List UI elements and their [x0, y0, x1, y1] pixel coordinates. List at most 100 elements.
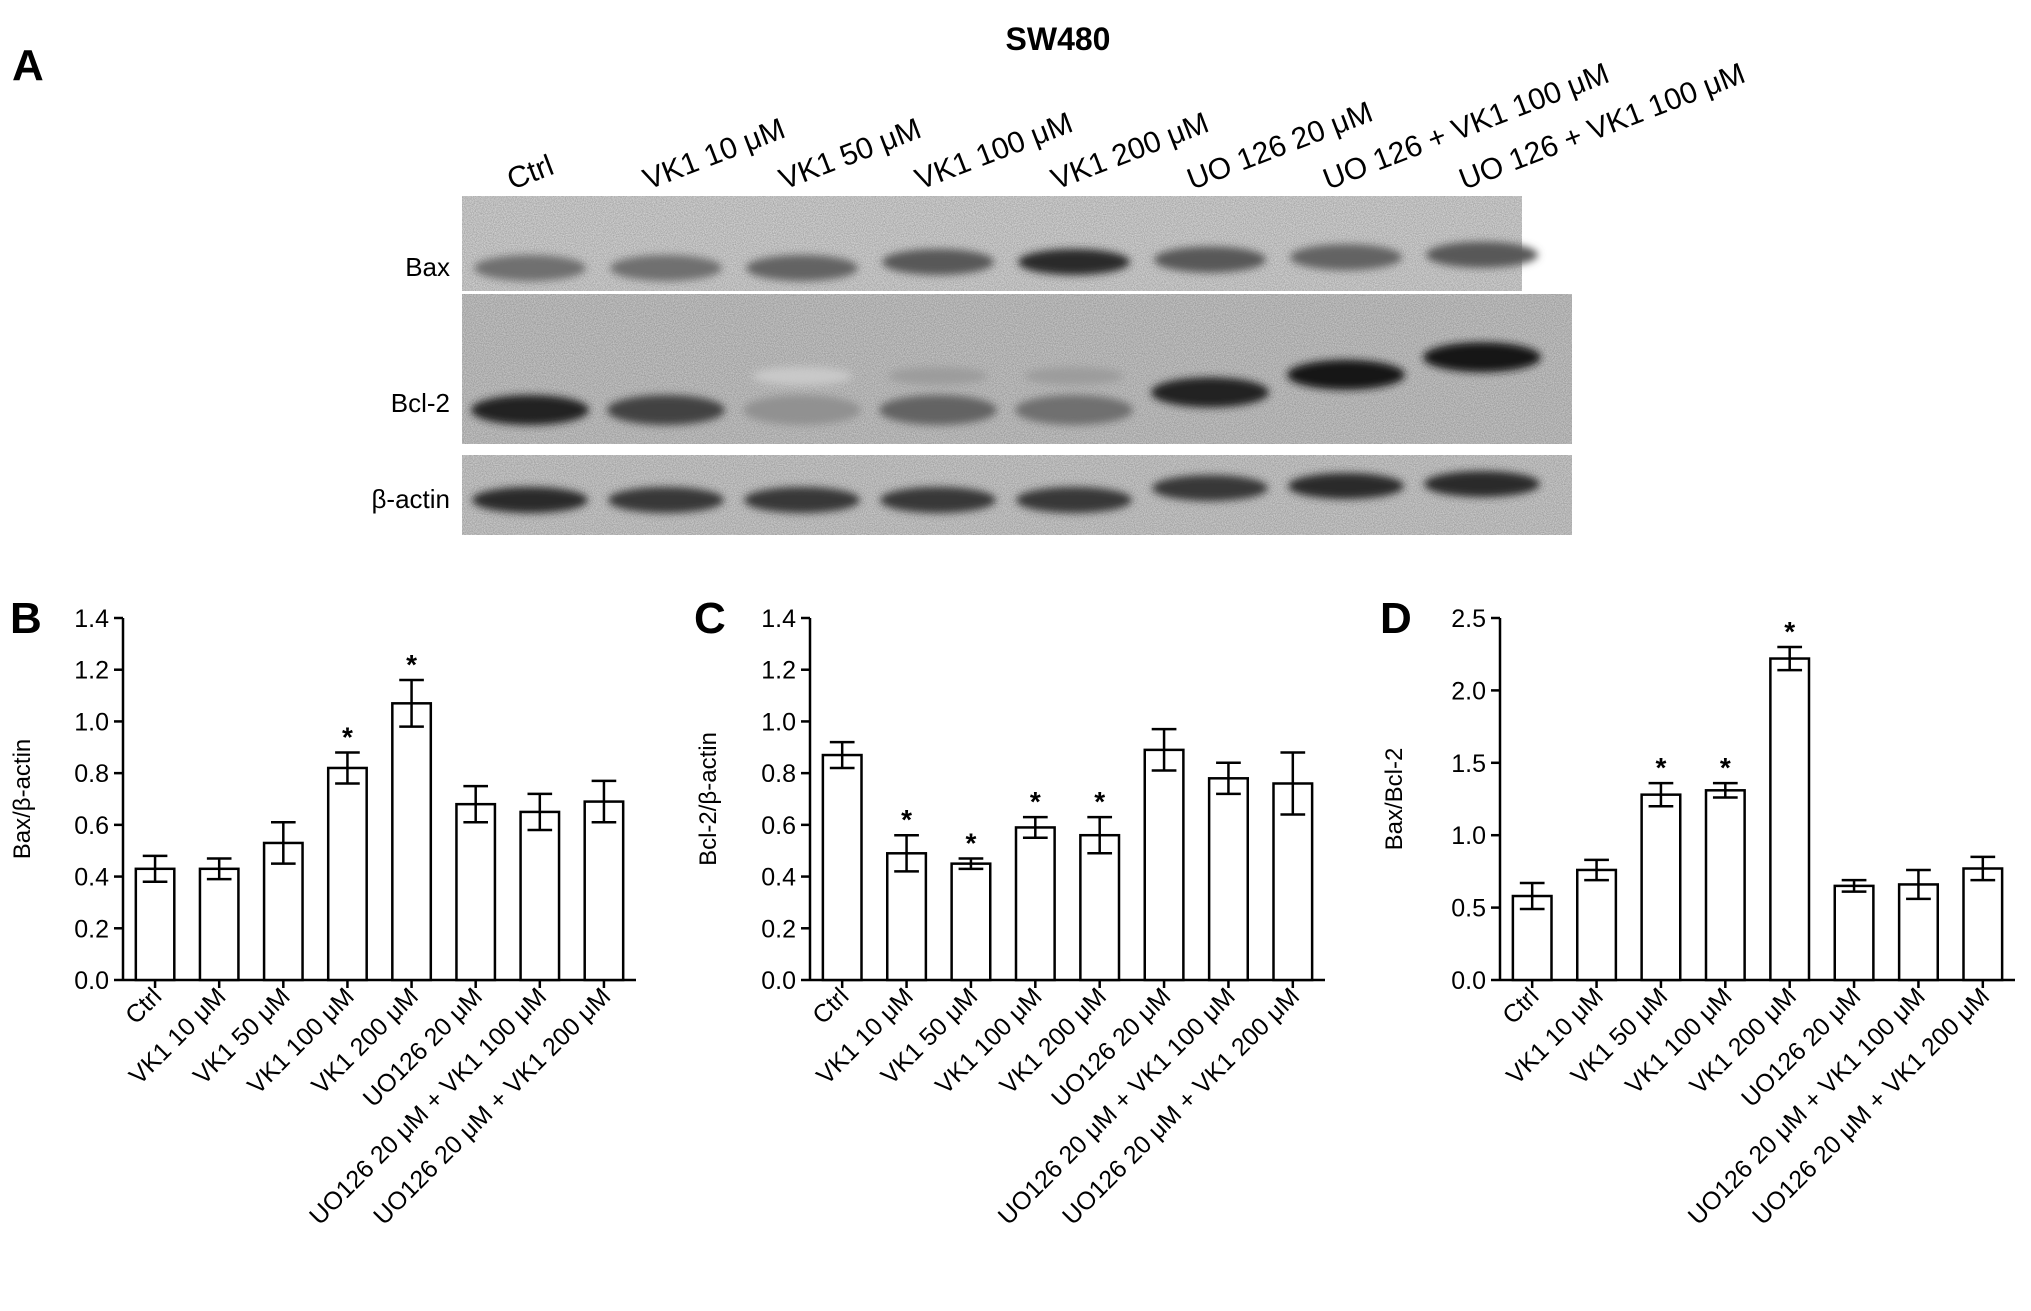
blot-title: SW480	[1006, 21, 1111, 57]
bar	[950, 862, 992, 982]
bcl2-band	[1423, 342, 1541, 373]
bax-band	[1426, 241, 1538, 268]
bax-band	[882, 249, 994, 275]
y-axis-label: Bcl-2/β-actin	[695, 732, 722, 866]
y-tick-label: 2.5	[1451, 605, 1486, 633]
significance-star: *	[406, 649, 417, 680]
bands	[471, 241, 1541, 513]
y-tick-label: 0.4	[761, 864, 796, 892]
y-tick-label: 0.4	[74, 864, 109, 892]
bar	[1833, 884, 1875, 982]
actin-band	[1424, 471, 1540, 497]
lane-label: Ctrl	[503, 149, 558, 197]
significance-star: *	[1030, 786, 1041, 817]
y-tick-label: 0.8	[74, 760, 109, 788]
chart-c: Bcl-2/β-actin 0.0 0.2 0.4 0.6 0.8 1.0 1.2 1.4 Ctr…	[695, 605, 1325, 1230]
panel-c: C Bcl-2/β-actin 0.0 0.2 0.4 0.6 0.8 1.0 1.2 1.4 C…	[694, 594, 1325, 1230]
bax-band	[1154, 246, 1266, 273]
x-tick-label: Ctrl	[1497, 982, 1544, 1029]
panel-d-letter: D	[1380, 594, 1412, 643]
row-label-bax: Bax	[405, 252, 450, 282]
y-axis-label: Bax/β-actin	[9, 739, 36, 860]
y-tick-label: 0.0	[761, 967, 796, 995]
western-blot	[462, 196, 1572, 535]
significance-star: *	[901, 804, 912, 835]
bar	[262, 841, 304, 982]
y-tick-label: 2.0	[1451, 677, 1486, 705]
bar	[1640, 793, 1682, 982]
significance-star: *	[1720, 752, 1731, 783]
y-tick-label: 1.0	[1451, 822, 1486, 850]
y-tick-label: 1.0	[74, 708, 109, 736]
row-label-actin: β-actin	[371, 484, 450, 514]
y-tick-label: 1.4	[761, 605, 796, 633]
chart-b: Bax/β-actin0.00.20.40.60.81.01.21.4CtrlV…	[9, 605, 636, 1230]
bar	[1897, 883, 1939, 982]
bax-band	[1018, 249, 1130, 275]
actin-band	[880, 487, 996, 513]
y-tick-label: 0.5	[1451, 895, 1486, 923]
bcl2-band	[471, 395, 589, 425]
y-tick-label: 1.4	[74, 605, 109, 633]
bar	[1014, 826, 1056, 982]
bar	[1207, 777, 1249, 982]
significance-star: *	[1655, 752, 1666, 783]
bar	[821, 753, 863, 982]
row-label-bcl2: Bcl-2	[391, 388, 450, 418]
bcl2-band	[1015, 395, 1133, 425]
lane-label: VK1 10 μM	[639, 112, 790, 196]
panel-a-letter: A	[12, 41, 44, 90]
significance-star: *	[1784, 616, 1795, 647]
significance-star: *	[1094, 786, 1105, 817]
bcl2-band	[1151, 377, 1269, 408]
x-tick-label: Ctrl	[807, 982, 854, 1029]
y-tick-label: 1.0	[761, 708, 796, 736]
bar	[1962, 867, 2004, 982]
significance-star: *	[965, 827, 976, 858]
bax-band	[746, 255, 858, 281]
lane-label: VK1 200 μM	[1047, 106, 1214, 196]
bcl2-upper-band	[888, 367, 988, 385]
panel-b: B Bax/β-actin 0.0 0.2 0.4 0.6 0.8 1.0 1.2 1.4 Ctr…	[9, 594, 636, 1230]
bar	[1704, 789, 1746, 982]
bar	[1272, 782, 1314, 982]
lane-label: VK1 100 μM	[911, 106, 1078, 196]
actin-band	[1016, 487, 1132, 513]
bar	[455, 802, 497, 982]
y-tick-label: 0.0	[1451, 967, 1486, 995]
bar	[1143, 748, 1185, 982]
bcl2-band	[607, 395, 725, 425]
y-tick-label: 0.8	[761, 760, 796, 788]
bcl2-upper-band	[752, 367, 852, 385]
y-tick-label: 0.0	[74, 967, 109, 995]
bar	[1576, 868, 1618, 982]
actin-band	[608, 487, 724, 513]
bcl2-upper-band	[1024, 367, 1124, 385]
y-tick-label: 0.6	[74, 812, 109, 840]
bax-strip-grain	[462, 196, 1522, 291]
bar	[198, 867, 240, 982]
actin-band	[472, 487, 588, 513]
bar	[326, 766, 368, 982]
significance-star: *	[342, 721, 353, 752]
bax-band	[1290, 244, 1402, 271]
bar	[1769, 657, 1811, 982]
bcl2-band	[879, 395, 997, 425]
x-tick-label: Ctrl	[120, 982, 167, 1029]
bar	[1079, 833, 1121, 982]
lane-label: VK1 50 μM	[775, 112, 926, 196]
y-tick-label: 0.2	[74, 915, 109, 943]
bax-band	[610, 255, 722, 281]
actin-band	[1288, 473, 1404, 499]
y-axis-label: Bax/Bcl-2	[1381, 748, 1408, 851]
bcl2-band	[743, 395, 861, 425]
bar	[519, 810, 561, 982]
actin-band	[1152, 475, 1268, 501]
y-tick-label: 1.5	[1451, 750, 1486, 778]
bax-band	[474, 255, 586, 281]
bar	[134, 867, 176, 982]
